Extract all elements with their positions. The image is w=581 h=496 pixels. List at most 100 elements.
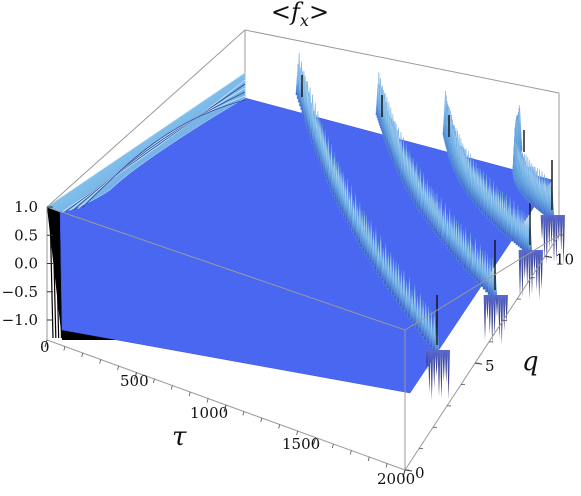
negative-spike [550,215,553,246]
negative-spike [425,350,429,370]
surface-plateau [59,97,553,394]
x-tick-label: 2000 [377,470,415,488]
ridge-spike [426,306,432,345]
negative-spike [440,350,443,399]
oscillation-line [52,214,57,339]
x-minor-tick [296,430,298,436]
x-minor-tick [135,372,137,377]
x-minor-tick [45,339,48,345]
negative-spike [444,350,448,384]
x-minor-tick [206,398,209,403]
negative-spike [525,250,529,286]
x-tick-label: 500 [120,372,149,390]
negative-spike [537,250,541,300]
negative-spike [428,350,431,393]
negative-spike [430,350,434,400]
z-tick-label: −0.5 [2,283,38,301]
negative-spike [547,215,551,249]
negative-spike [442,350,446,382]
negative-spike [437,350,441,397]
negative-spike [432,350,436,388]
x-minor-tick [63,346,66,351]
oscillation-line [57,221,63,339]
x-tick-label: 1500 [282,435,320,453]
y-tick-label: 5 [485,357,495,375]
negative-spike [562,215,565,265]
negative-spike [557,215,561,243]
x-minor-tick [332,443,334,449]
oscillation-line [49,209,54,339]
y-tick-label: 0 [415,464,425,482]
sheet-contour [81,99,246,209]
negative-spike [518,250,522,298]
chart-title: <fx> [271,0,329,30]
negative-spike [495,295,499,317]
negative-spike [502,295,506,331]
x-minor-tick [314,437,316,442]
z-tick-label: 0.0 [14,255,38,273]
negative-spike [533,250,536,273]
sheet-lines [61,79,246,213]
x-minor-tick [99,359,102,364]
x-tick-label: 1000 [190,404,228,422]
x-minor-tick [117,365,119,371]
ridge-spike [412,284,418,326]
ridge-spike [429,311,434,348]
negative-spike [545,215,549,265]
sheet-contour [77,95,246,210]
x-minor-tick [260,417,263,423]
negative-spike [540,215,544,240]
x-minor-tick [170,385,173,390]
negative-spike [535,250,539,291]
x-tick-label: 0 [40,338,50,356]
sheet-contour [65,83,246,212]
y-tick-label: 10 [555,250,574,268]
sheet-contour [61,79,246,213]
x-minor-tick [385,463,388,468]
negative-spike [559,215,563,252]
x-minor-tick [153,378,155,384]
negative-spike [505,295,508,324]
negative-spike [523,250,527,280]
x-minor-tick [224,404,227,410]
negative-spike [447,350,450,399]
y-axis: 0 5 10 [404,234,574,482]
x-axis: 0 500 1000 1500 2000 [40,338,415,488]
x-minor-tick [188,391,191,397]
x-minor-tick [367,456,370,462]
resonance-ridges [295,52,555,356]
z-tick-label: −1.0 [2,311,38,329]
sheet-contour [69,87,246,211]
negative-spike [543,215,546,260]
y-axis-label: q [522,347,539,377]
negative-spike [486,295,489,320]
negative-spike [530,250,534,295]
x-minor-tick [242,411,245,416]
oscillation-line [55,218,60,339]
negative-spike [500,295,504,345]
z-tick-label: 0.5 [14,226,38,244]
negative-spike [540,250,543,290]
z-axis: 1.0 0.5 0.0 −0.5 −1.0 [2,198,53,329]
ridge-spike [417,292,423,333]
x-minor-tick [349,450,352,455]
negative-spike [493,295,496,336]
negative-spike [552,215,556,264]
negative-spike [435,350,438,377]
negative-spike [528,250,531,300]
bounding-box-front [46,206,560,471]
negative-spikes [425,215,565,400]
ridge-spike [401,270,407,311]
negative-spike [488,295,492,334]
sheet-contour [73,91,246,210]
ridge-spike [423,301,429,341]
x-minor-tick [278,424,281,429]
negative-spike [498,295,501,339]
x-minor-tick [81,352,84,358]
ridge-spike [406,277,412,319]
z-tick-label: 1.0 [14,198,38,216]
x-axis-label: τ [172,422,187,452]
negative-spike [483,295,487,341]
negative-spike [521,250,524,298]
